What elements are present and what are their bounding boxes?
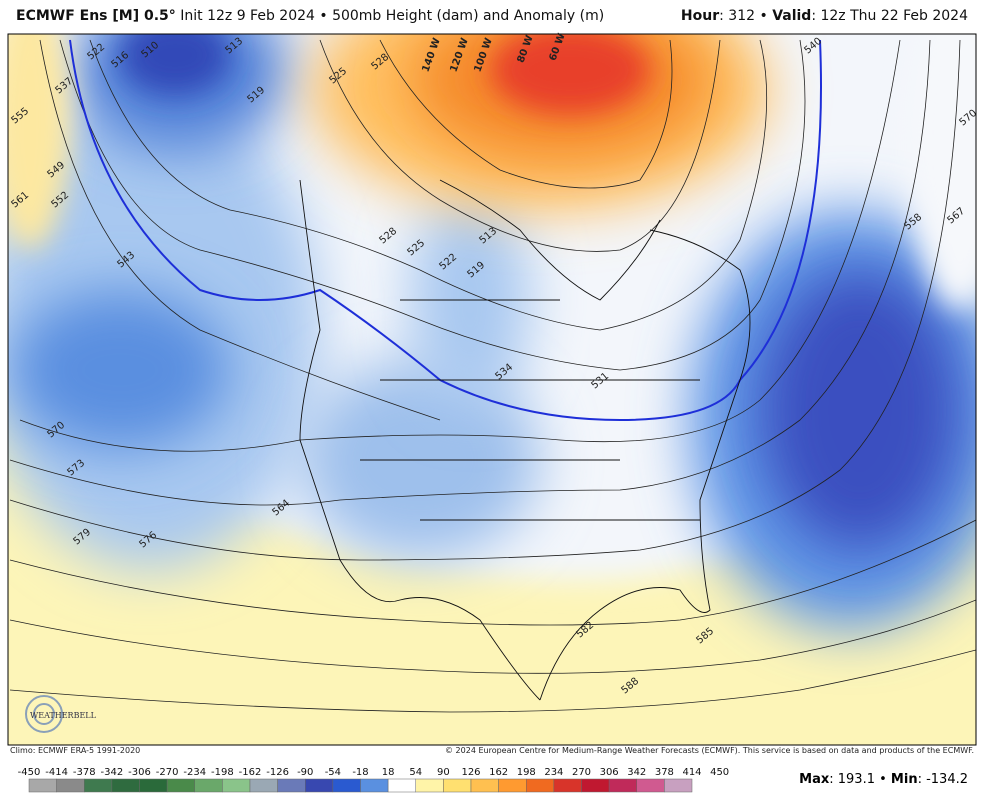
colorbar-bin [332,778,361,793]
colorbar-bin [249,778,278,793]
colorbar-tick-label: 414 [682,767,701,778]
min-label: Min [890,772,918,787]
colorbar-tick-label: 90 [437,767,450,778]
coastlines [299,179,751,701]
logo: WEATHERBELL [25,695,97,733]
colorbar-tick-label: -270 [156,767,179,778]
hour: : 312 • [719,8,773,24]
copyright: © 2024 European Centre for Medium-Range … [445,746,974,755]
min: : -134.2 [917,772,968,787]
colorbar-tick-label: -54 [325,767,341,778]
colorbar-bin [111,778,140,793]
title: ECMWF Ens [M] 0.5° Init 12z 9 Feb 2024 •… [16,8,604,24]
colorbar-bin [443,778,472,793]
colorbar-tick-label: -162 [239,767,262,778]
colorbar-tick-label: -90 [297,767,313,778]
colorbar-tick-label: -378 [73,767,96,778]
colorbar-bin [664,778,693,793]
colorbar-tick-label: -342 [101,767,124,778]
colorbar-bin [166,778,195,793]
model: ECMWF Ens [M] 0.5° [16,8,176,24]
colorbar-tick-label: -198 [211,767,234,778]
colorbar-bin [526,778,555,793]
colorbar-tick-label: -18 [352,767,368,778]
colorbar-tick-label: 306 [600,767,619,778]
header: ECMWF Ens [M] 0.5° Init 12z 9 Feb 2024 •… [16,8,968,28]
colorbar-tick-label: 342 [627,767,646,778]
colorbar-bin [470,778,499,793]
colorbar-tick-label: 162 [489,767,508,778]
colorbar-bin [498,778,527,793]
colorbar-bin [636,778,665,793]
colorbar: -450 -414 -378 -342 -306 -270 -234 -198 -162 -126… [18,767,729,793]
colorbar-bin [360,778,389,793]
colorbar-bin [415,778,444,793]
colorbar-tick-label: -450 [18,767,41,778]
logo-text: WEATHERBELL [30,711,97,720]
colorbar-tick-label: 450 [710,767,729,778]
max-min: Max: 193.1 • Min: -134.2 [799,772,968,787]
footer: Climo: ECMWF ERA-5 1991-2020 © 2024 Euro… [10,746,974,755]
colorbar-tick-label: -126 [266,767,289,778]
max: : 193.1 • [829,772,891,787]
colorbar-bin [553,778,582,793]
climo: Climo: ECMWF ERA-5 1991-2020 [10,746,141,755]
max-label: Max [799,772,830,787]
colorbar-tick-label: 378 [655,767,674,778]
colorbar-bin [222,778,251,793]
colorbar-tick-label: -306 [128,767,151,778]
colorbar-bin [277,778,306,793]
valid: : 12z Thu 22 Feb 2024 [811,8,968,24]
colorbar-bin [139,778,168,793]
valid-label: Valid [772,8,812,24]
init: Init 12z 9 Feb 2024 • 500mb Height (dam)… [180,8,605,24]
540-contour [69,39,822,422]
colorbar-tick-label: 126 [461,767,480,778]
colorbar-tick-label: 198 [517,767,536,778]
colorbar-bin [581,778,610,793]
colorbar-tick-label: 54 [409,767,422,778]
colorbar-tick-label: 234 [544,767,563,778]
colorbar-tick-label: -414 [45,767,68,778]
colorbar-tick-label: -234 [183,767,206,778]
colorbar-bin [305,778,334,793]
height-contours [9,39,976,713]
colorbar-bin [194,778,223,793]
colorbar-bin [608,778,637,793]
colorbar-bin [56,778,85,793]
hour-label: Hour [680,8,720,24]
colorbar-tick-label: 270 [572,767,591,778]
colorbar-bin [28,778,57,793]
colorbar-tick-label: 18 [382,767,395,778]
colorbar-bin [84,778,113,793]
anomaly-field [8,34,976,745]
valid-time: Hour: 312 • Valid: 12z Thu 22 Feb 2024 [681,8,968,24]
colorbar-bin [387,778,416,793]
